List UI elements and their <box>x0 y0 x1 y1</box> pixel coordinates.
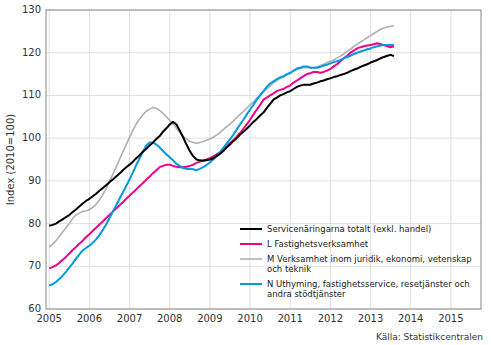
legend-label-line: Servicenäringarna totalt (exkl. handel) <box>267 224 431 234</box>
series-line <box>49 45 394 285</box>
x-grid-line <box>370 10 371 309</box>
x-grid-line <box>129 10 130 309</box>
legend-label-line: L Fastighetsverksamhet <box>267 239 369 249</box>
legend-swatch <box>240 228 262 230</box>
legend: Servicenäringarna totalt (exkl. handel) L… <box>240 224 472 299</box>
legend-label-line: N Uthyming, fastighetsservice, resetjäns… <box>267 279 470 289</box>
plot-frame <box>46 10 481 309</box>
x-tick-label: 2006 <box>77 313 102 324</box>
y-grid-line <box>46 266 481 267</box>
series-line <box>49 43 394 268</box>
source-note: Källa: Statistikcentralen <box>376 332 483 342</box>
y-tick-label: 80 <box>28 218 41 229</box>
legend-swatch <box>240 283 262 285</box>
legend-label: M Verksamhet inom juridik, ekonomi, vete… <box>267 254 472 274</box>
x-grid-line <box>410 10 411 309</box>
x-tick-label: 2015 <box>438 313 463 324</box>
lines <box>49 26 394 286</box>
y-tick-label: 70 <box>28 260 41 271</box>
chart: 6070809010011012013020052006200720082009… <box>0 0 491 345</box>
y-grid-line <box>46 138 481 139</box>
x-grid-line <box>169 10 170 309</box>
x-grid-line <box>330 10 331 309</box>
x-tick-label: 2005 <box>36 313 61 324</box>
legend-label: Servicenäringarna totalt (exkl. handel) <box>267 224 431 234</box>
legend-label: L Fastighetsverksamhet <box>267 239 369 249</box>
grid <box>46 10 481 309</box>
x-tick-label: 2008 <box>157 313 182 324</box>
x-tick-label: 2011 <box>277 313 302 324</box>
y-grid-line <box>46 52 481 53</box>
y-tick-label: 110 <box>22 89 41 100</box>
y-tick-label: 100 <box>22 132 41 143</box>
legend-label-line: och teknik <box>267 264 311 274</box>
legend-label-line: M Verksamhet inom juridik, ekonomi, vete… <box>267 254 472 264</box>
x-grid-line <box>49 10 50 309</box>
x-grid-line <box>250 10 251 309</box>
y-tick-label: 90 <box>28 175 41 186</box>
y-grid-line <box>46 95 481 96</box>
x-tick-label: 2013 <box>358 313 383 324</box>
x-grid-line <box>89 10 90 309</box>
x-tick-label: 2010 <box>237 313 262 324</box>
y-axis-label: Index (2010=100) <box>5 114 16 206</box>
legend-label: N Uthyming, fastighetsservice, resetjäns… <box>267 279 470 299</box>
legend-swatch <box>240 258 262 260</box>
x-tick-label: 2012 <box>318 313 343 324</box>
x-grid-line <box>450 10 451 309</box>
legend-label-line: andra stödtjänster <box>267 289 346 299</box>
legend-swatch <box>240 243 262 245</box>
x-tick-label: 2007 <box>117 313 142 324</box>
y-tick-label: 130 <box>22 4 41 15</box>
y-tick-label: 120 <box>22 47 41 58</box>
x-tick-label: 2014 <box>398 313 423 324</box>
x-tick-label: 2009 <box>197 313 222 324</box>
ticks: 6070809010011012013020052006200720082009… <box>22 4 464 324</box>
series-line <box>49 55 394 226</box>
